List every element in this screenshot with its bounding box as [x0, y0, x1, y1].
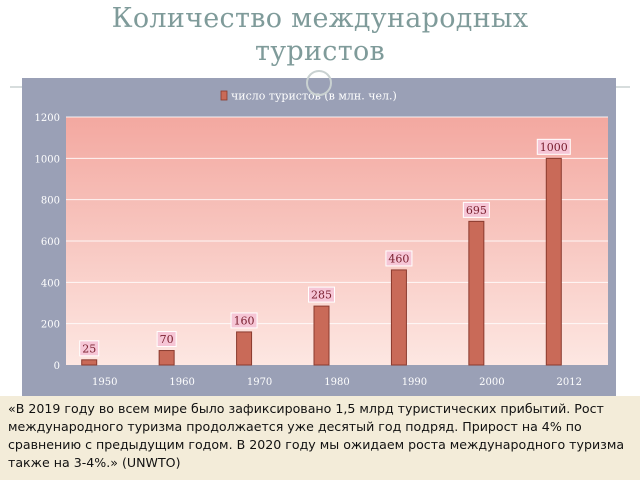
y-tick-label: 1200: [35, 113, 60, 124]
x-tick-label: 1990: [402, 377, 427, 388]
bar-1970: [236, 331, 253, 366]
data-label: 160: [234, 314, 255, 327]
x-tick-label: 2000: [479, 377, 504, 388]
slide-title: Количество международных туристов: [40, 2, 600, 68]
data-label-box: [79, 340, 100, 357]
chart-frame: 0 200 400 600 800 1000 1200 25 70 160 285 460 695 10…: [22, 78, 616, 396]
data-label: 695: [466, 204, 487, 217]
title-line-2: туристов: [254, 36, 386, 67]
x-tick-label: 1960: [169, 377, 194, 388]
y-tick-label: 200: [41, 320, 60, 331]
bar-1950: [81, 359, 98, 366]
y-tick-label: 400: [41, 278, 60, 289]
y-tick-label: 0: [54, 361, 60, 372]
y-tick-label: 1000: [35, 154, 60, 165]
title-line-1: Количество международных: [111, 3, 529, 34]
data-label: 460: [388, 252, 409, 265]
x-tick-label: 2012: [557, 377, 582, 388]
bar-chart: 0 200 400 600 800 1000 1200 25 70 160 285 460 695 10…: [35, 90, 608, 388]
data-label-box: [385, 250, 413, 267]
data-label: 25: [82, 342, 96, 355]
x-tick-label: 1980: [324, 377, 349, 388]
caption-text: «В 2019 году во всем мире было зафиксиро…: [0, 396, 640, 480]
bar-2012: [545, 157, 562, 366]
bar-1990: [390, 269, 407, 366]
bar-2000: [468, 220, 485, 366]
data-label-box: [308, 286, 335, 303]
data-label: 1000: [540, 141, 568, 154]
bar-1980: [313, 305, 330, 366]
legend-swatch: [220, 90, 228, 101]
legend-label: число туристов (в млн. чел.): [231, 90, 397, 103]
y-tick-label: 800: [41, 196, 60, 207]
data-label: 70: [160, 333, 174, 346]
bar-1960: [158, 350, 175, 366]
x-tick-label: 1950: [92, 377, 117, 388]
data-label-box: [536, 138, 571, 155]
data-label-box: [156, 331, 177, 348]
y-tick-label: 600: [41, 237, 60, 248]
data-label-box: [230, 312, 258, 329]
data-label-box: [462, 201, 490, 218]
data-label: 285: [311, 289, 332, 302]
title-ornament-icon: [306, 70, 332, 96]
x-tick-label: 1970: [247, 377, 272, 388]
